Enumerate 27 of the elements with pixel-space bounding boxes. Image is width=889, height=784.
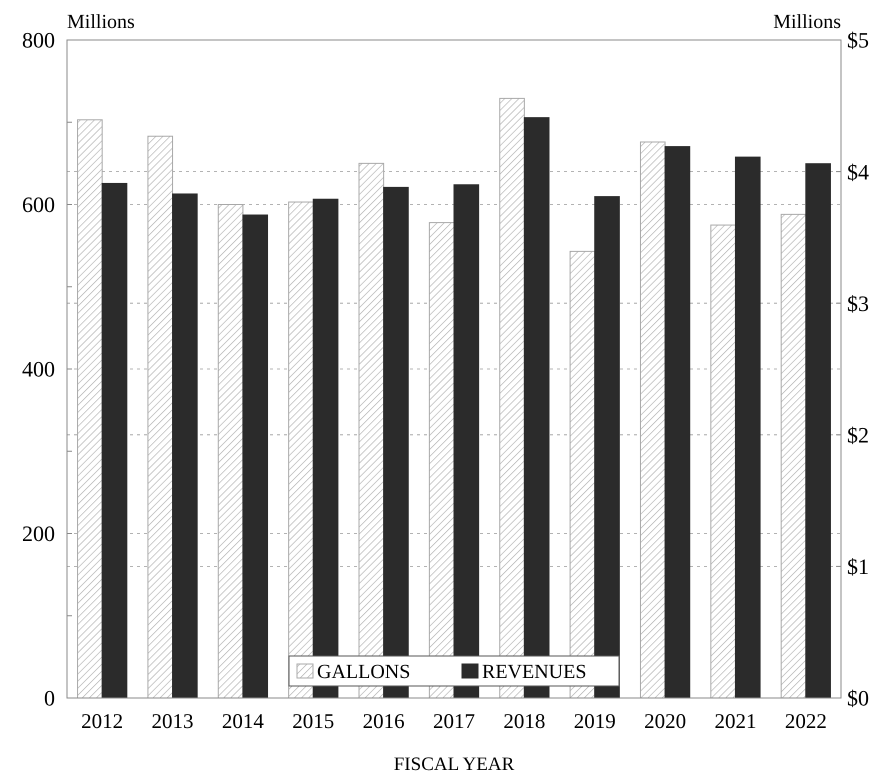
x-tick-label: 2013 <box>152 709 194 733</box>
y-tick-label: 0 <box>44 686 55 711</box>
x-tick-label: 2019 <box>574 709 616 733</box>
x-tick-label: 2022 <box>784 709 827 733</box>
y-tick-label: 400 <box>22 356 55 382</box>
legend-label: REVENUES <box>482 661 586 683</box>
x-tick-label: 2014 <box>222 709 264 733</box>
y2-axis-title: Millions <box>773 11 842 33</box>
x-tick-label: 2017 <box>433 709 475 733</box>
x-tick-label: 2016 <box>362 709 405 733</box>
legend-label: GALLONS <box>317 661 410 683</box>
y2-tick-label: $0 <box>847 686 869 711</box>
y2-tick-label: $4 <box>847 159 869 184</box>
y2-tick-label: $1 <box>847 554 869 580</box>
y2-tick-label: $5 <box>847 28 869 53</box>
y-tick-label: 200 <box>22 521 55 546</box>
y2-tick-label: $3 <box>847 290 869 316</box>
y2-tick-label: $2 <box>847 422 869 448</box>
x-tick-label: 2021 <box>714 709 756 733</box>
x-axis-title: FISCAL YEAR <box>394 754 515 775</box>
x-tick-label: 2020 <box>644 709 686 733</box>
x-tick-label: 2015 <box>292 709 334 733</box>
x-tick-label: 2018 <box>503 709 546 733</box>
x-tick-label: 2012 <box>81 709 124 733</box>
y-tick-label: 800 <box>22 28 55 53</box>
y-tick-label: 600 <box>22 192 55 218</box>
y-axis-title: Millions <box>67 11 136 33</box>
